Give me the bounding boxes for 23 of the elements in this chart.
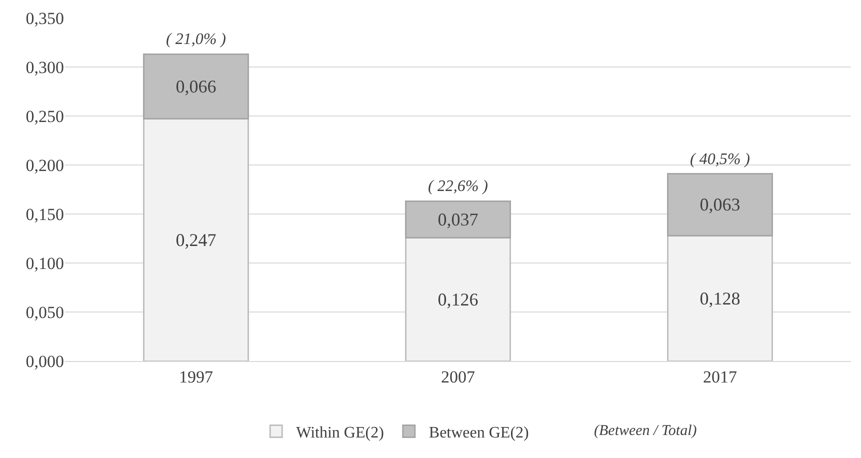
- data-label: 0,037: [438, 209, 478, 230]
- annotation: ( 22,6% ): [428, 178, 488, 195]
- y-tick-label: 0,200: [26, 156, 64, 175]
- data-label: 0,126: [438, 289, 478, 310]
- legend-label: Between GE(2): [428, 424, 529, 442]
- y-tick-label: 0,350: [26, 8, 64, 28]
- x-tick-label: 2007: [441, 367, 476, 386]
- y-tick-label: 0,050: [26, 302, 64, 322]
- legend-label: Within GE(2): [296, 424, 384, 442]
- annotation: ( 40,5% ): [690, 151, 750, 168]
- data-label: 0,066: [176, 76, 216, 97]
- data-label: 0,128: [700, 288, 740, 308]
- data-label: 0,063: [700, 194, 740, 215]
- x-tick-label: 1997: [179, 367, 214, 386]
- y-tick-label: 0,000: [26, 352, 64, 371]
- data-label: 0,247: [176, 230, 216, 250]
- y-tick-label: 0,300: [26, 58, 64, 77]
- y-tick-label: 0,100: [26, 254, 64, 273]
- text: (Between / Total): [594, 423, 697, 439]
- annotation: ( 21,0% ): [166, 31, 226, 48]
- y-tick-label: 0,150: [26, 204, 64, 224]
- x-tick-label: 2017: [703, 367, 738, 386]
- y-tick-label: 0,250: [26, 106, 64, 126]
